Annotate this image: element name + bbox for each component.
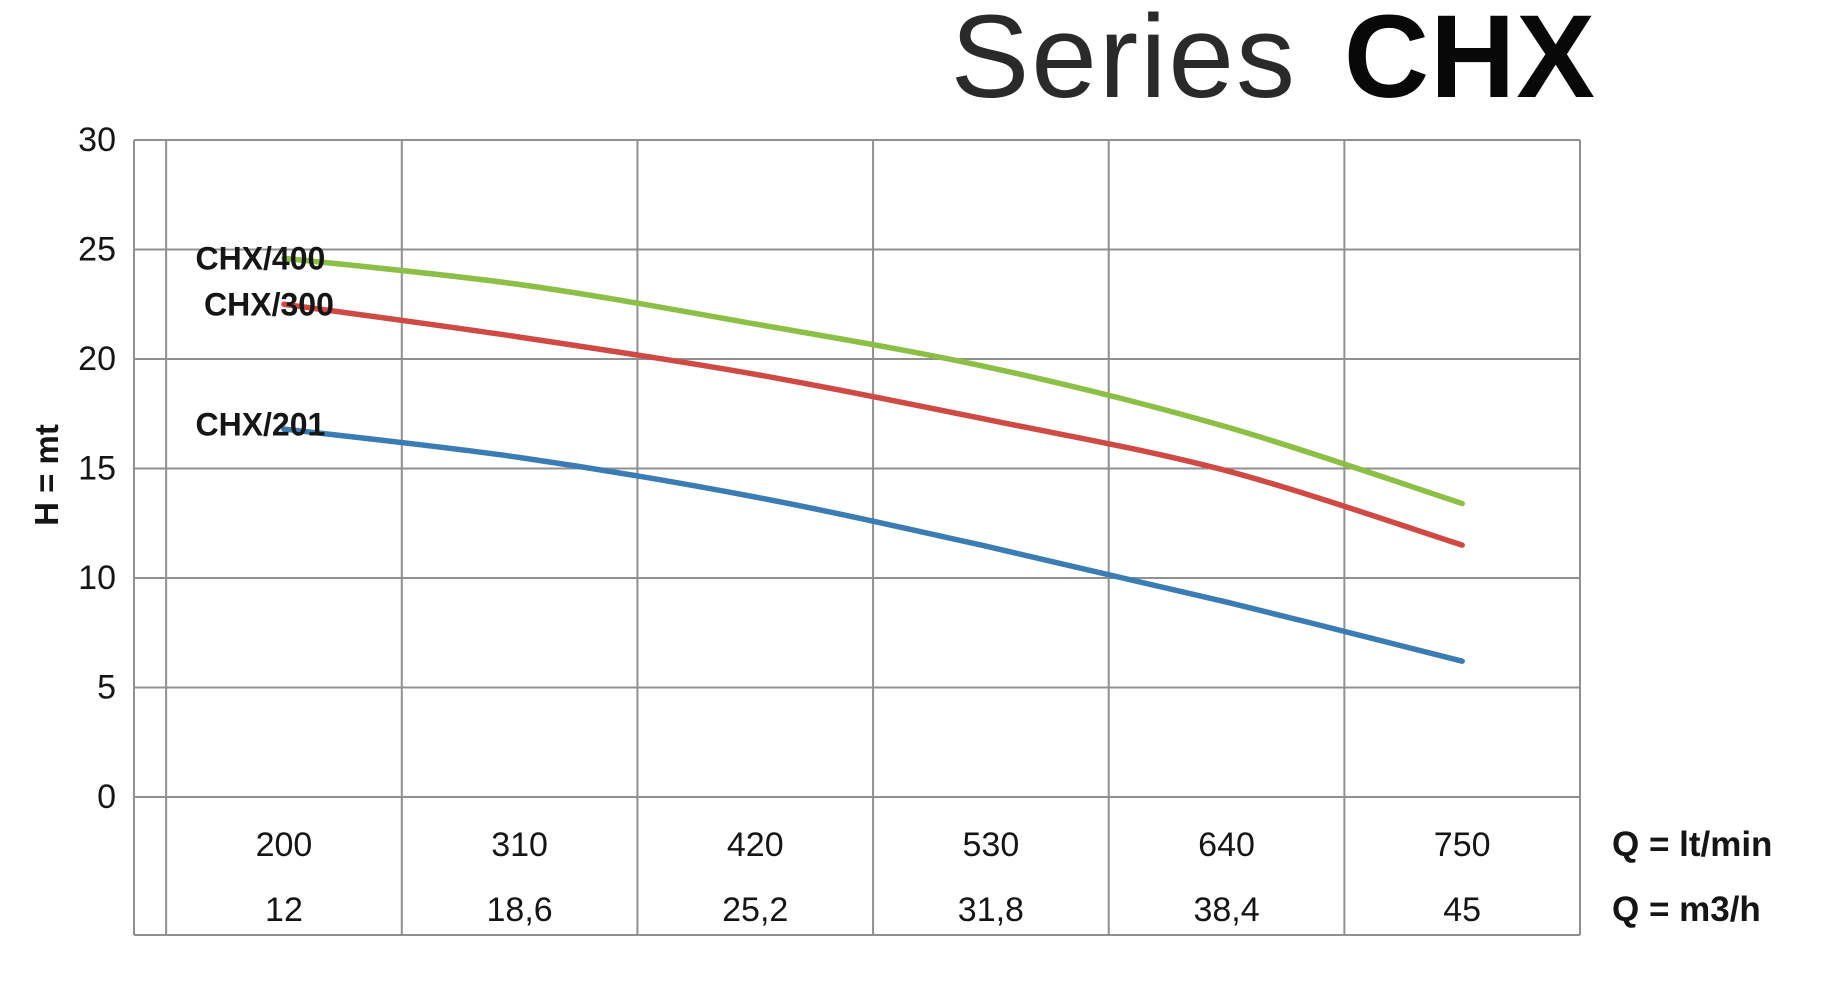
series-curve-CHX-300 <box>281 301 1465 548</box>
x-tick-m3h: 18,6 <box>487 891 553 929</box>
x-tick-m3h: 38,4 <box>1193 891 1259 929</box>
x-unit-m3h-label: Q = m3/h <box>1612 890 1761 929</box>
y-tick-label: 20 <box>78 340 116 378</box>
chart-title-bold: CHX <box>1343 0 1596 123</box>
x-tick-m3h: 12 <box>265 891 303 929</box>
x-tick-ltmin: 310 <box>491 826 548 864</box>
chart-title: Series CHX <box>951 0 1596 126</box>
x-tick-m3h: 25,2 <box>722 891 788 929</box>
x-tick-ltmin: 420 <box>727 826 784 864</box>
series-label-CHX-400: CHX/400 <box>195 240 325 276</box>
y-tick-label: 15 <box>78 450 116 488</box>
series-curve-CHX-400 <box>281 255 1465 507</box>
series-label-CHX-300: CHX/300 <box>204 286 334 322</box>
x-unit-ltmin-label: Q = lt/min <box>1612 825 1772 864</box>
x-tick-ltmin: 750 <box>1434 826 1491 864</box>
x-tick-ltmin: 640 <box>1198 826 1255 864</box>
y-axis-label: H = mt <box>28 424 65 526</box>
chart-title-light: Series <box>950 0 1298 123</box>
y-tick-label: 10 <box>78 559 116 597</box>
x-tick-m3h: 45 <box>1443 891 1481 929</box>
x-tick-m3h: 31,8 <box>958 891 1024 929</box>
x-tick-ltmin: 530 <box>963 826 1020 864</box>
y-tick-label: 30 <box>78 121 116 159</box>
y-tick-label: 25 <box>78 231 116 269</box>
series-label-CHX-201: CHX/201 <box>195 407 325 443</box>
y-tick-label: 5 <box>97 669 116 707</box>
series-curve-CHX-201 <box>281 426 1465 664</box>
y-tick-label: 0 <box>97 778 116 816</box>
x-tick-ltmin: 200 <box>256 826 313 864</box>
